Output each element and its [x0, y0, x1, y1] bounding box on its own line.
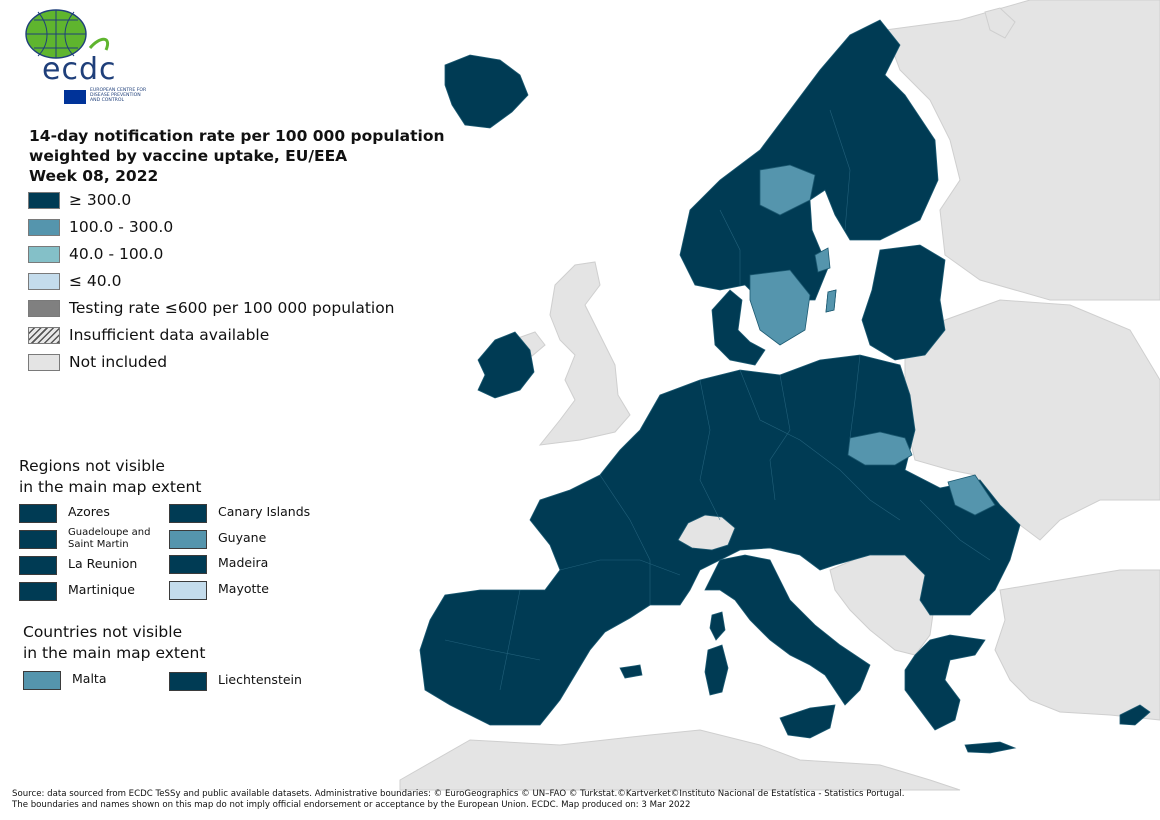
country-swatch-liechtenstein — [169, 672, 207, 691]
region-label-guadeloupe: Guadeloupe and Saint Martin — [68, 527, 151, 550]
countries-section-title: Countries not visible in the main map ex… — [23, 622, 205, 664]
belarus-ukraine — [904, 299, 1160, 541]
countries-title-line1: Countries not visible — [23, 623, 183, 641]
legend-swatch-40-100 — [28, 246, 60, 263]
region-label-martinique: Martinique — [68, 582, 135, 597]
sicily — [779, 704, 836, 739]
region-swatch-martinique — [19, 582, 57, 601]
legend-swatch-insufficient — [28, 327, 60, 344]
region-label-guyane: Guyane — [218, 530, 267, 545]
region-label-canary-islands: Canary Islands — [218, 504, 311, 519]
legend-swatch-ge300 — [28, 192, 60, 209]
rate-100-300-regions — [749, 164, 996, 516]
map-title: 14-day notification rate per 100 000 pop… — [29, 126, 469, 186]
legend-label-le40: ≤ 40.0 — [69, 272, 122, 290]
iceland — [444, 54, 529, 129]
ecdc-wordmark: ecdc — [42, 52, 117, 87]
regions-title-line1: Regions not visible — [19, 457, 165, 475]
regions-section-title: Regions not visible in the main map exte… — [19, 456, 201, 498]
romania-ne-region — [947, 474, 996, 516]
greece — [904, 634, 986, 731]
baltics — [861, 244, 946, 361]
countries-title-line2: in the main map extent — [23, 644, 206, 662]
region-label-azores: Azores — [68, 504, 110, 519]
north-africa — [399, 729, 961, 791]
map-title-line2: weighted by vaccine uptake, EU/EEA — [29, 147, 348, 165]
gotland-region — [825, 289, 837, 313]
source-line2: The boundaries and names shown on this m… — [12, 800, 691, 810]
logo-subtitle-line3: AND CONTROL — [90, 98, 125, 103]
region-label-madeira: Madeira — [218, 555, 269, 570]
ecdc-logo: ecdc EUROPEAN CENTRE FOR DISEASE PREVENT… — [20, 6, 146, 104]
balearics — [619, 664, 643, 679]
sweden-south-region — [749, 269, 811, 346]
region-swatch-guyane — [169, 530, 207, 549]
legend-label-insufficient: Insufficient data available — [69, 326, 270, 344]
not-included-land — [399, 0, 1160, 791]
sweden-north-region — [759, 164, 816, 216]
legend-swatch-not-included — [28, 354, 60, 371]
region-label-la-reunion: La Reunion — [68, 556, 138, 571]
regions-title-line2: in the main map extent — [19, 478, 202, 496]
logo-subtitle-line1: EUROPEAN CENTRE FOR — [90, 88, 147, 93]
corsica — [709, 611, 726, 641]
source-line1: Source: data sourced from ECDC TeSSy and… — [12, 789, 905, 799]
sweden-east-region — [814, 247, 831, 273]
western-balkans — [829, 554, 936, 656]
eu-flag-icon — [64, 90, 86, 104]
region-swatch-guadeloupe — [19, 530, 57, 549]
country-label-liechtenstein: Liechtenstein — [218, 672, 302, 687]
legend-label-100-300: 100.0 - 300.0 — [69, 218, 174, 236]
region-swatch-canary-islands — [169, 504, 207, 523]
crete — [964, 741, 1017, 754]
source-note: Source: data sourced from ECDC TeSSy and… — [12, 789, 1152, 811]
region-swatch-la-reunion — [19, 556, 57, 575]
legend-label-ge300: ≥ 300.0 — [69, 191, 132, 209]
turkey — [994, 569, 1160, 721]
region-label-mayotte: Mayotte — [218, 581, 269, 596]
sardinia — [704, 644, 729, 696]
legend-label-not-included: Not included — [69, 353, 168, 371]
legend-swatch-100-300 — [28, 219, 60, 236]
country-label-malta: Malta — [72, 671, 107, 686]
country-swatch-malta — [23, 671, 61, 690]
region-swatch-azores — [19, 504, 57, 523]
region-swatch-madeira — [169, 555, 207, 574]
slovakia-region — [847, 431, 913, 466]
legend-label-40-100: 40.0 - 100.0 — [69, 245, 164, 263]
legend-swatch-testing-rate — [28, 300, 60, 317]
legend-label-testing-rate: Testing rate ≤600 per 100 000 population — [69, 299, 395, 317]
denmark — [711, 289, 766, 366]
cyprus — [1119, 704, 1151, 726]
map-title-line3: Week 08, 2022 — [29, 167, 159, 185]
italy — [704, 554, 871, 706]
ireland — [477, 331, 535, 399]
region-borders — [444, 109, 991, 691]
russia-north — [884, 0, 1160, 301]
legend-swatch-le40 — [28, 273, 60, 290]
logo-subtitle-line2: DISEASE PREVENTION — [90, 93, 141, 98]
region-swatch-mayotte — [169, 581, 207, 600]
map-title-line1: 14-day notification rate per 100 000 pop… — [29, 127, 445, 145]
globe-icon — [25, 9, 109, 59]
logo-subtitle: EUROPEAN CENTRE FOR DISEASE PREVENTION A… — [90, 88, 186, 103]
svalbard-islands — [984, 7, 1016, 39]
united-kingdom — [538, 261, 631, 446]
